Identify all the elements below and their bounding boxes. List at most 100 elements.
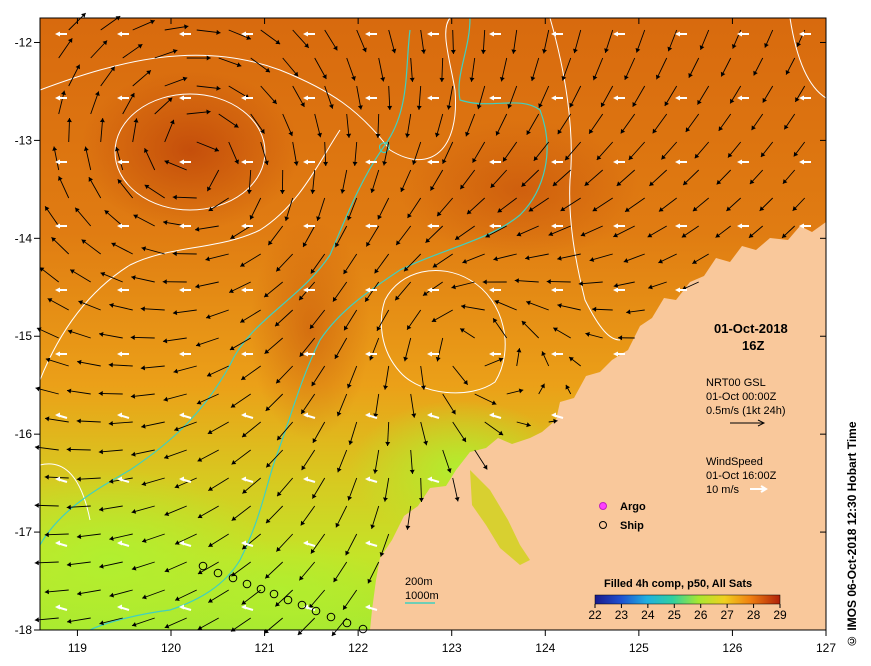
- current-vector: [109, 589, 133, 597]
- current-vector: [501, 57, 508, 82]
- current-vector-head: [454, 496, 460, 502]
- wind-time: 01-Oct 16:00Z: [706, 470, 777, 482]
- current-vector-head: [516, 231, 522, 237]
- current-vector-head: [497, 208, 503, 213]
- wind-vector-head: [241, 223, 246, 229]
- current-vector-head: [322, 74, 327, 79]
- current-vector-head: [400, 187, 405, 192]
- current-vector-head: [214, 147, 219, 152]
- isobath-1000m: [39, 17, 827, 521]
- wind-vector-head: [551, 95, 556, 101]
- current-vector-head: [241, 375, 246, 380]
- current-vector-head: [425, 238, 431, 243]
- current-vector-head: [557, 303, 562, 309]
- current-vector-head: [197, 457, 203, 462]
- current-vector: [432, 253, 453, 268]
- current-vector-head: [546, 279, 551, 285]
- current-vector-head: [81, 239, 87, 244]
- current-vector-head: [272, 99, 277, 104]
- wind-vector-head: [737, 223, 742, 229]
- current-vector: [241, 533, 261, 550]
- current-vector-head: [749, 179, 755, 185]
- current-vector-head: [382, 161, 388, 166]
- current-vector-head: [439, 77, 445, 82]
- current-vector-head: [423, 440, 428, 446]
- current-vector: [275, 365, 294, 384]
- current-vector-head: [343, 269, 348, 275]
- current-vector: [44, 205, 60, 227]
- colorbar-ramp: [594, 594, 781, 605]
- current-vector-head: [117, 179, 123, 184]
- current-vector-head: [174, 426, 179, 432]
- current-vector: [584, 169, 604, 187]
- current-vector: [314, 57, 327, 80]
- current-vector: [300, 505, 316, 526]
- current-vector: [371, 505, 380, 530]
- current-vector: [122, 92, 135, 115]
- current-vector-head: [108, 362, 113, 368]
- current-vector-head: [347, 383, 352, 389]
- y-tick-label: -18: [15, 623, 33, 637]
- x-tick-label: 119: [68, 641, 87, 655]
- current-vector: [314, 113, 321, 138]
- current-vector-head: [208, 486, 214, 491]
- wind-vector-head: [179, 351, 184, 357]
- current-vector-head: [52, 146, 58, 151]
- current-vector-head: [649, 181, 655, 186]
- wind-scale: 10 m/s: [706, 484, 740, 496]
- current-vector-head: [493, 318, 498, 323]
- current-vector-head: [172, 194, 177, 200]
- current-vector-head: [648, 284, 653, 290]
- current-vector-head: [76, 418, 81, 424]
- current-vector-head: [434, 132, 440, 138]
- current-vector-head: [760, 152, 766, 157]
- current-vector-head: [60, 90, 66, 96]
- current-vector-head: [312, 438, 318, 443]
- current-vector-head: [352, 161, 358, 166]
- current-vector-head: [310, 268, 316, 274]
- current-vector-head: [206, 314, 211, 319]
- current-vector-head: [658, 207, 664, 212]
- current-vector-head: [182, 76, 188, 82]
- current-vector-head: [131, 508, 137, 514]
- current-vector-head: [683, 180, 688, 186]
- current-vector-head: [95, 91, 100, 96]
- wind-vector-head: [489, 351, 494, 357]
- current-vector: [507, 85, 518, 109]
- current-vector-head: [98, 390, 103, 396]
- current-vector-head: [300, 520, 306, 526]
- wind-vector-head: [365, 351, 370, 357]
- ship-marker: [269, 589, 279, 599]
- current-vector-head: [264, 292, 269, 298]
- current-vector-head: [391, 48, 397, 54]
- current-vector: [164, 505, 187, 516]
- current-vector-head: [347, 215, 352, 221]
- current-vector-head: [365, 297, 370, 302]
- current-vector-head: [565, 384, 570, 390]
- current-vector-head: [260, 128, 265, 134]
- wind-vector-head: [427, 476, 432, 482]
- current-vector: [371, 169, 380, 194]
- current-vector-head: [560, 206, 566, 211]
- current-vector-head: [268, 240, 273, 246]
- current-vector: [431, 309, 453, 323]
- current-vector-head: [624, 75, 629, 80]
- current-vector-head: [569, 102, 574, 108]
- credit-text: © IMOS 06-Oct-2018 12:30 Hobart Time: [845, 421, 859, 648]
- current-vector-head: [140, 365, 146, 371]
- x-tick-label: 123: [442, 641, 462, 655]
- current-vector-head: [146, 70, 151, 75]
- current-vector-head: [380, 77, 386, 82]
- current-vector-head: [172, 251, 177, 257]
- current-vector-head: [276, 378, 281, 384]
- current-vector-head: [383, 385, 389, 390]
- current-vector-head: [242, 432, 247, 438]
- current-vector-head: [692, 259, 698, 264]
- current-vector-head: [208, 598, 213, 603]
- current-vector-head: [490, 183, 496, 188]
- wind-vector-head: [179, 95, 184, 101]
- wind-vector-head: [613, 287, 618, 293]
- isobath-200-label: 200m: [405, 576, 433, 588]
- y-tick-label: -15: [15, 329, 33, 343]
- wind-vector-head: [241, 351, 246, 357]
